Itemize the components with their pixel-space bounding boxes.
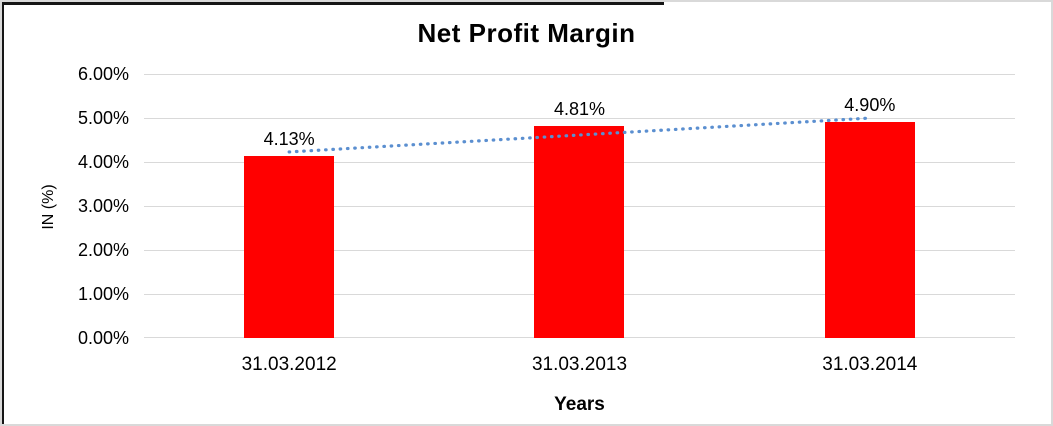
data-label: 4.81% bbox=[553, 99, 606, 120]
window-left-edge bbox=[2, 2, 4, 424]
data-label: 4.13% bbox=[263, 129, 315, 150]
y-tick-label: 6.00% bbox=[77, 64, 129, 84]
y-tick-label: 3.00% bbox=[77, 196, 129, 216]
bar-slot: 4.90% bbox=[725, 74, 1015, 338]
y-tick-label: 0.00% bbox=[77, 328, 129, 348]
bar bbox=[244, 156, 335, 338]
bar bbox=[824, 122, 915, 338]
y-tick-label: 1.00% bbox=[77, 284, 129, 304]
plot-area: 4.13% 4.81% 4.90% bbox=[144, 74, 1015, 338]
chart-title: Net Profit Margin bbox=[417, 18, 636, 48]
window-top-edge bbox=[2, 2, 664, 5]
y-tick-label: 5.00% bbox=[77, 108, 129, 128]
bar-slot: 4.13% bbox=[144, 74, 434, 338]
data-label: 4.90% bbox=[844, 95, 896, 116]
y-tick-label: 4.00% bbox=[77, 152, 129, 172]
x-tick-label: 31.03.2014 bbox=[822, 354, 918, 375]
bar bbox=[534, 126, 625, 338]
bar-series: 4.13% 4.81% 4.90% bbox=[144, 74, 1015, 338]
x-tick-label: 31.03.2012 bbox=[241, 354, 337, 375]
x-axis-title: Years bbox=[554, 394, 605, 415]
gridline bbox=[144, 74, 1015, 75]
y-tick-label: 2.00% bbox=[77, 240, 129, 260]
bar-slot: 4.81% bbox=[434, 74, 724, 338]
x-tick-label: 31.03.2013 bbox=[531, 354, 628, 375]
x-axis-labels: 31.03.2012 31.03.2013 31.03.2014 bbox=[144, 354, 1015, 376]
